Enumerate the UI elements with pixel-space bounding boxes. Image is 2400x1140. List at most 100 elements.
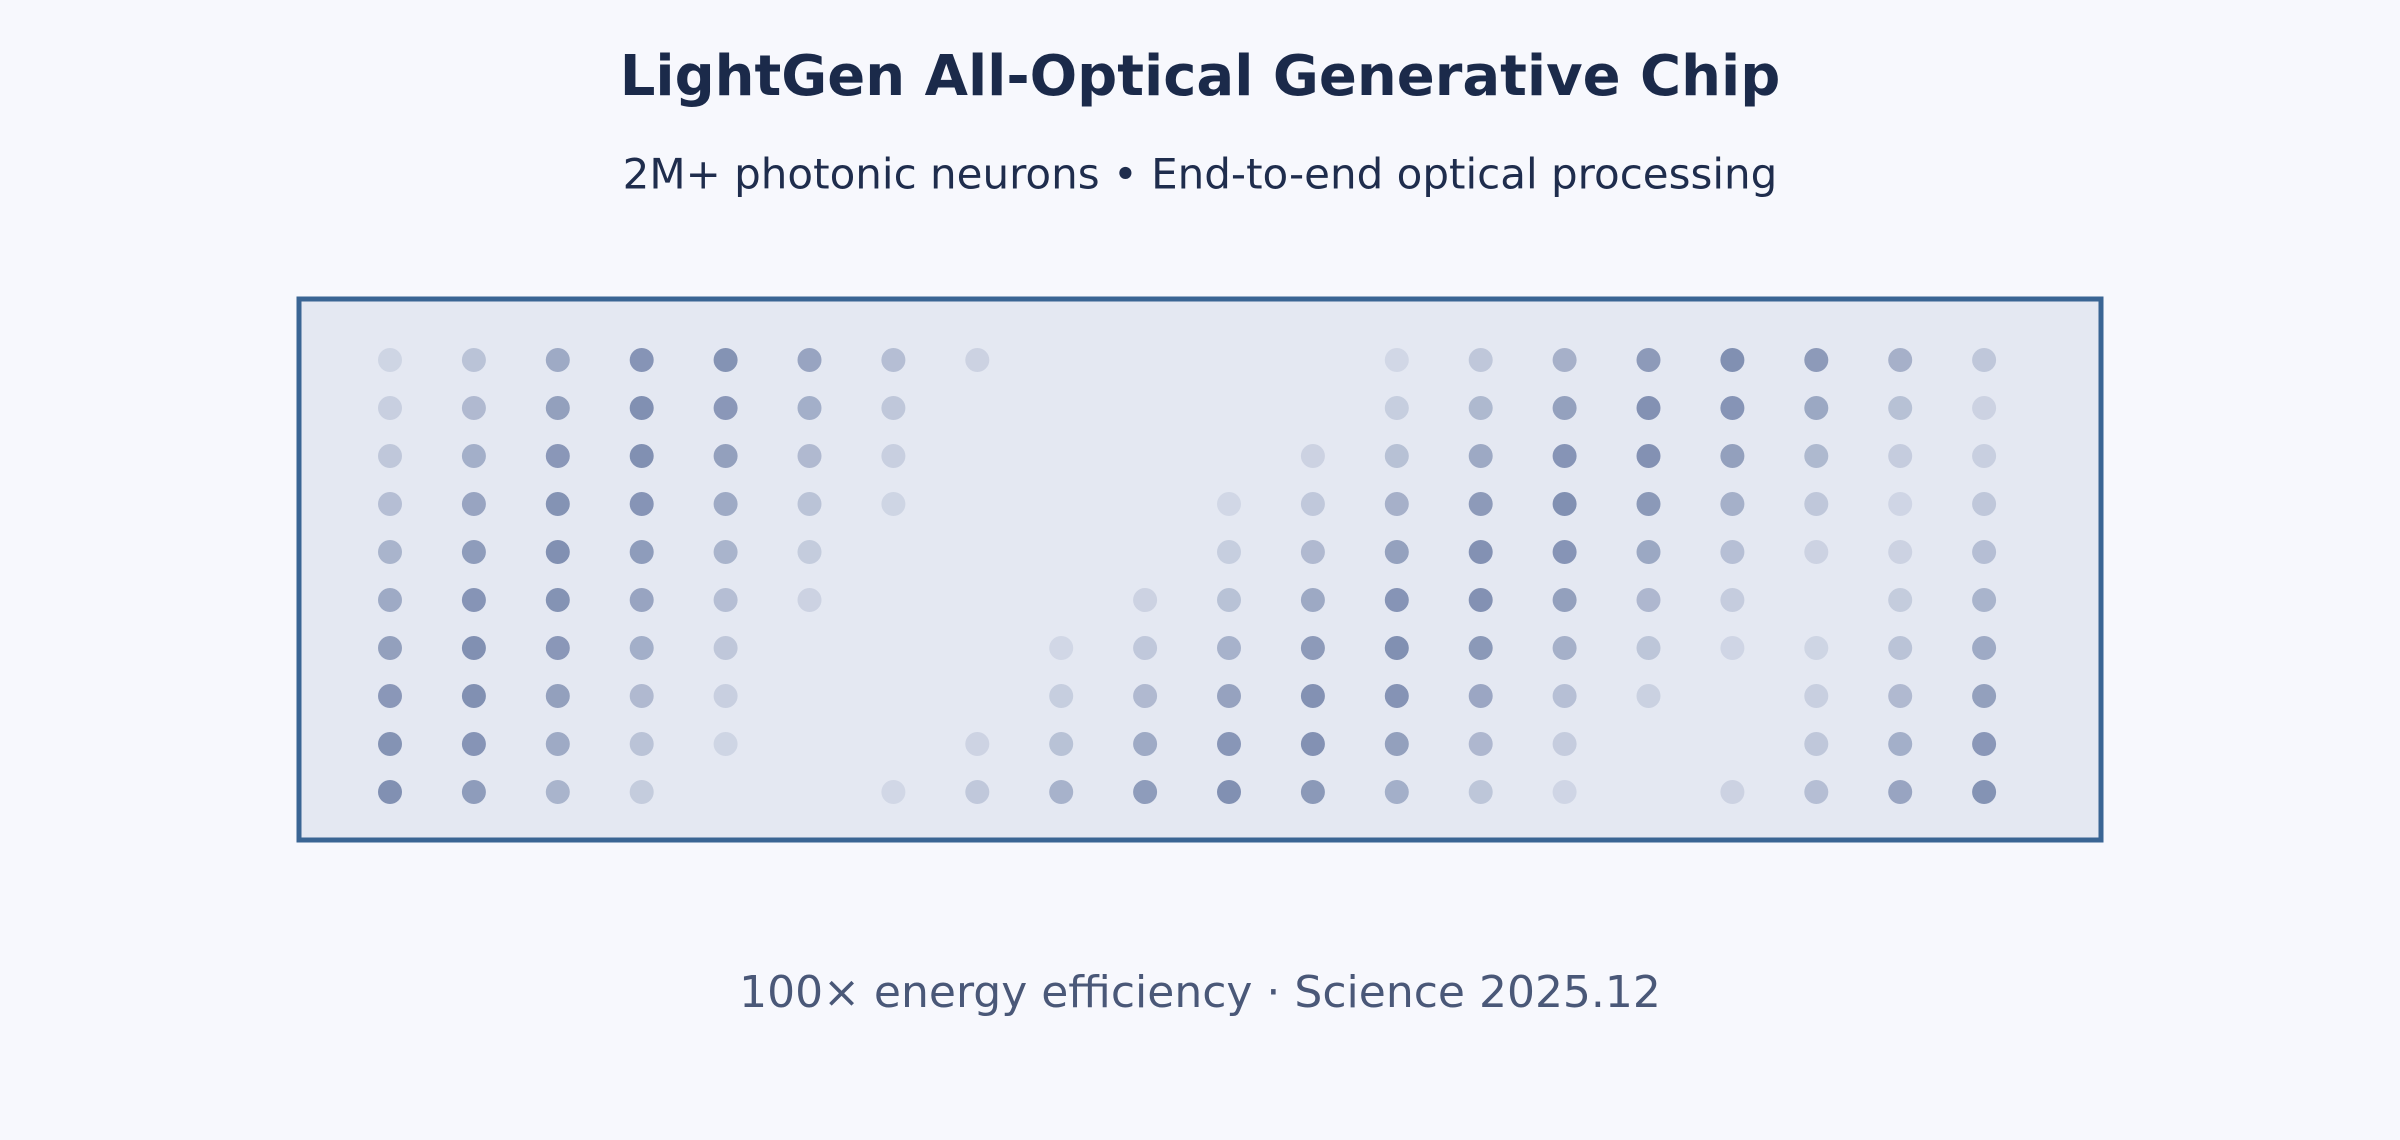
neuron-dot [1384,732,1409,756]
neuron-dot [1133,588,1158,612]
neuron-dot [461,588,486,612]
neuron-dot [1552,348,1577,372]
neuron-dot [713,444,738,468]
neuron-dot [378,396,402,420]
neuron-dot [1636,588,1661,612]
neuron-dot [1300,780,1325,804]
neuron-dot [1300,636,1325,660]
neuron-dot [545,540,570,564]
neuron-dot [1888,396,1913,420]
neuron-dot [965,348,990,372]
neuron-dot [713,540,738,564]
neuron-dot [1384,636,1409,660]
neuron-dot [1720,348,1745,372]
neuron-dot [1972,348,1997,372]
neuron-dot [1888,732,1913,756]
neuron-dot [461,540,486,564]
footer: 100× energy efficiency · Science 2025.12 [739,967,1661,1018]
neuron-dot [1804,492,1829,516]
neuron-dot [1300,540,1325,564]
neuron-dot [713,636,738,660]
neuron-dot [1972,732,1997,756]
neuron-dot [1133,684,1158,708]
neuron-dot [797,588,822,612]
neuron-dot [1217,780,1241,804]
neuron-dot [797,444,822,468]
neuron-dot [1888,684,1913,708]
neuron-dot [1384,684,1409,708]
neuron-dot [1888,780,1913,804]
neuron-dot [1300,732,1325,756]
neuron-dot [881,492,906,516]
neuron-dot [461,732,486,756]
neuron-dot [713,396,738,420]
neuron-dot [1888,540,1913,564]
neuron-dot [1049,636,1074,660]
neuron-dot [1468,492,1493,516]
neuron-dot [1468,348,1493,372]
neuron-dot [1804,444,1829,468]
neuron-dot [1133,732,1158,756]
neuron-dot [629,492,654,516]
neuron-dot [1972,636,1997,660]
neuron-dot [629,396,654,420]
neuron-dot [378,684,402,708]
neuron-dot [1720,444,1745,468]
neuron-dot [545,780,570,804]
neuron-dot [1217,684,1241,708]
neuron-dot [1384,348,1409,372]
neuron-dot [1552,540,1577,564]
neuron-dot [797,492,822,516]
neuron-dot [1300,684,1325,708]
neuron-dot [1804,636,1829,660]
neuron-dot [1636,636,1661,660]
neuron-dot [1720,780,1745,804]
neuron-dot [629,636,654,660]
neuron-dot [797,540,822,564]
neuron-dot [1720,636,1745,660]
neuron-dot [1888,588,1913,612]
neuron-dot [1468,636,1493,660]
neuron-dot [965,780,990,804]
neuron-dot [713,732,738,756]
neuron-dot [545,636,570,660]
neuron-dot [461,492,486,516]
neuron-dot [545,492,570,516]
neuron-dot [629,780,654,804]
neuron-dot [1300,588,1325,612]
neuron-dot [1300,492,1325,516]
neuron-dot [1468,780,1493,804]
neuron-dot [1888,636,1913,660]
neuron-dot [629,732,654,756]
neuron-dot [629,348,654,372]
neuron-dot [1636,396,1661,420]
neuron-dot [1888,348,1913,372]
neuron-dot [1720,396,1745,420]
neuron-dot [1720,540,1745,564]
neuron-dot [1552,636,1577,660]
neuron-dot [881,444,906,468]
neuron-dot [1804,780,1829,804]
neuron-dot [461,684,486,708]
neuron-dot [881,396,906,420]
neuron-dot [1552,732,1577,756]
neuron-dot [1552,780,1577,804]
neuron-dot [461,348,486,372]
neuron-dot [1384,492,1409,516]
neuron-dot [378,444,402,468]
neuron-dot [1552,684,1577,708]
neuron-dot [378,492,402,516]
neuron-dot [1804,732,1829,756]
neuron-dot [545,684,570,708]
neuron-dot [965,732,990,756]
neuron-dot [545,444,570,468]
neuron-dot [545,396,570,420]
neuron-dot [1552,444,1577,468]
neuron-dot [1636,348,1661,372]
neuron-dot [545,348,570,372]
neuron-dot [1468,444,1493,468]
neuron-dot [1972,540,1997,564]
neuron-dot [713,588,738,612]
